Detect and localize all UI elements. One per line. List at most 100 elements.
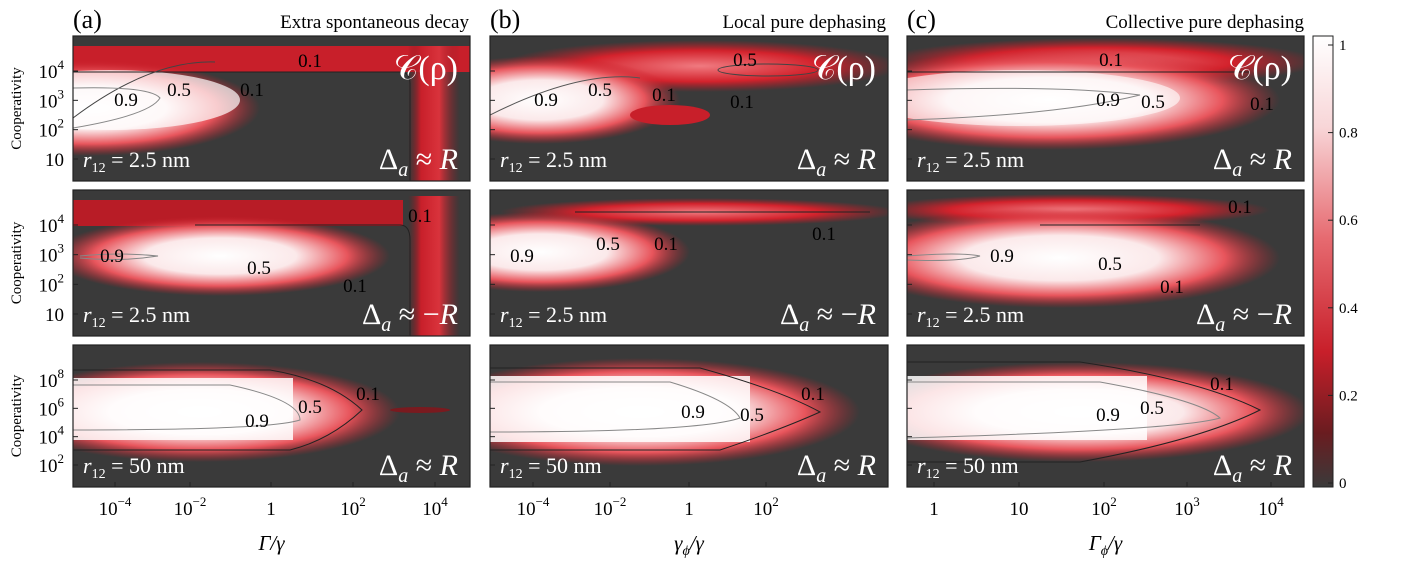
contour-label: 0.1	[1160, 277, 1184, 298]
colorbar-tick-label: 1	[1339, 38, 1347, 54]
contour-label: 0.5	[596, 234, 620, 255]
r12-label: r12 = 2.5 nm	[83, 147, 190, 176]
contour-label: 0.9	[1096, 90, 1120, 111]
contour-label: 0.1	[730, 92, 754, 113]
colorbar-tick-label: 0.8	[1339, 126, 1358, 142]
x-tick-label: 104	[1258, 494, 1284, 520]
contour-label: 0.1	[801, 384, 825, 405]
panel-r0-c1: 0.5 0.9 0.5 0.1 0.1	[489, 35, 889, 182]
colorbar-tick-label: 0	[1339, 476, 1347, 492]
y-tick-label: 104	[39, 211, 65, 237]
y-tick-label: 103	[39, 86, 65, 112]
colorbar-gradient	[1312, 35, 1334, 488]
contour-label: 0.1	[652, 85, 676, 106]
panel-r1-c0: 0.1 0.9 0.5 0.1	[72, 189, 471, 337]
contour-label: 0.1	[1250, 94, 1274, 115]
contour-label: 0.1	[240, 80, 264, 101]
x-tick-label: 10−2	[594, 494, 627, 520]
y-tick-label: 102	[39, 451, 65, 477]
panel-r0-c0: 0.1 0.9 0.5 0.1	[72, 35, 471, 182]
x-tick-label: 102	[340, 494, 366, 520]
contour-label: 0.5	[1098, 254, 1122, 275]
detuning-label: Δa ≈ R	[797, 449, 876, 487]
panel-annotations: r12 = 2.5 nm Δa ≈ R 𝒞(ρ) r12 = 2.5 nm Δa ≈ R…	[83, 50, 1292, 487]
panel-r2-c0: 0.1 0.9 0.5	[72, 344, 471, 488]
contour-label: 0.1	[343, 276, 367, 297]
colorbar-tick-label: 0.4	[1339, 301, 1358, 317]
contour-label: 0.1	[654, 234, 678, 255]
y-axes: 104 103 102 10 Cooperativity 104 103 102 10 Coope…	[9, 57, 912, 477]
x-tick-label: 102	[1091, 494, 1117, 520]
detuning-label: Δa ≈ R	[379, 449, 458, 487]
y-tick-label: 10	[45, 305, 64, 326]
r12-label: r12 = 2.5 nm	[500, 147, 607, 176]
panel-letter-b: (b)	[490, 5, 520, 34]
panel-r0-c2: 0.1 0.9 0.5 0.1	[906, 35, 1305, 182]
contour-label: 0.9	[114, 90, 138, 111]
y-tick-label: 10	[45, 150, 64, 171]
r12-label: r12 = 2.5 nm	[917, 147, 1024, 176]
contour-label: 0.9	[681, 402, 705, 423]
detuning-label: Δa ≈ −R	[780, 298, 876, 336]
panel-letter-a: (a)	[73, 5, 102, 34]
y-axis-label: Cooperativity	[9, 67, 25, 150]
colorbar-tick-label: 0.2	[1339, 388, 1358, 404]
x-tick-label: 103	[1174, 494, 1200, 520]
detuning-label: Δa ≈ R	[1213, 143, 1292, 181]
panel-r1-c2: 0.1 0.9 0.5 0.1	[906, 189, 1305, 337]
contour-label: 0.5	[740, 405, 764, 426]
x-tick-label: 1	[929, 499, 939, 520]
x-axis-label: Γ/γ	[257, 531, 285, 555]
x-tick-label: 10	[1010, 499, 1029, 520]
x-tick-label: 10−4	[517, 494, 550, 520]
contour-label: 0.9	[245, 411, 269, 432]
contour-label: 0.9	[534, 90, 558, 111]
detuning-label: Δa ≈ R	[797, 143, 876, 181]
contour-label: 0.5	[588, 80, 612, 101]
x-tick-label: 10−2	[174, 494, 207, 520]
detuning-label: Δa ≈ R	[1213, 449, 1292, 487]
y-tick-label: 102	[39, 270, 65, 296]
r12-label: r12 = 50 nm	[83, 453, 185, 482]
contour-label: 0.1	[356, 384, 380, 405]
x-axis-label: Γϕ/γ	[1088, 531, 1123, 559]
contour-label: 0.5	[1140, 398, 1164, 419]
column-title-a: Extra spontaneous decay	[280, 12, 469, 33]
x-axis-label: γϕ/γ	[674, 531, 704, 559]
column-headers: (a) Extra spontaneous decay (b) Local pu…	[73, 5, 1304, 34]
contour-label: 0.5	[1141, 92, 1165, 113]
x-tick-label: 1	[684, 499, 694, 520]
contour-label: 0.5	[733, 50, 757, 71]
detuning-label: Δa ≈ −R	[362, 298, 458, 336]
concurrence-label: 𝒞(ρ)	[1228, 50, 1292, 87]
contour-label: 0.9	[1096, 405, 1120, 426]
x-tick-label: 104	[422, 494, 448, 520]
detuning-label: Δa ≈ −R	[1196, 298, 1292, 336]
colorbar-ticks: 0 0.2 0.4 0.6 0.8 1	[1328, 38, 1358, 492]
panel-r2-c1: 0.1 0.9 0.5	[489, 344, 889, 488]
contour-label: 0.5	[298, 397, 322, 418]
contour-label: 0.1	[1228, 197, 1252, 218]
contour-label: 0.1	[1210, 374, 1234, 395]
x-tick-label: 10−4	[99, 494, 132, 520]
x-tick-label: 102	[753, 494, 779, 520]
contour-label: 0.5	[247, 258, 271, 279]
y-tick-label: 104	[39, 57, 65, 83]
y-tick-label: 106	[39, 394, 65, 420]
r12-label: r12 = 2.5 nm	[83, 302, 190, 331]
column-title-b: Local pure dephasing	[722, 12, 886, 33]
r12-label: r12 = 50 nm	[917, 453, 1019, 482]
colorbar: 0 0.2 0.4 0.6 0.8 1	[1312, 35, 1358, 492]
y-tick-label: 104	[39, 423, 65, 449]
colorbar-tick-label: 0.6	[1339, 213, 1358, 229]
contour-label: 0.1	[812, 224, 836, 245]
detuning-label: Δa ≈ R	[379, 143, 458, 181]
concurrence-label: 𝒞(ρ)	[394, 50, 458, 87]
y-tick-label: 108	[39, 366, 65, 392]
y-axis-label: Cooperativity	[9, 221, 25, 304]
x-axes: 10−4 10−2 1 102 104 Γ/γ 10−4 10−2 1 102 γϕ/γ 1 10 102…	[99, 482, 1284, 559]
r12-label: r12 = 2.5 nm	[917, 302, 1024, 331]
y-axis-label: Cooperativity	[9, 374, 25, 457]
column-title-c: Collective pure dephasing	[1106, 12, 1305, 33]
